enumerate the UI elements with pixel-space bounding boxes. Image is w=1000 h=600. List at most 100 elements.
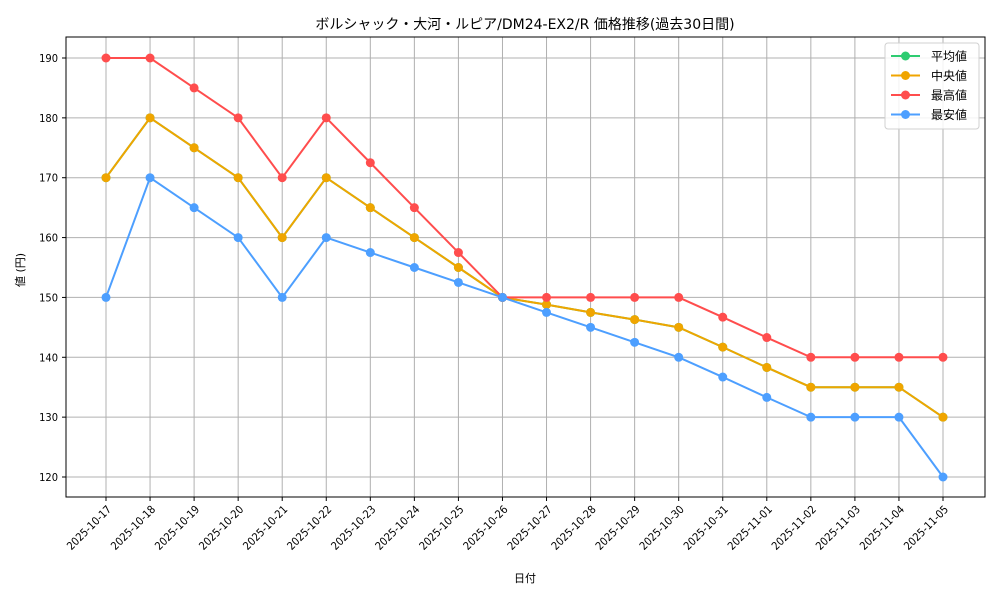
series-line xyxy=(106,57,943,359)
data-point xyxy=(938,472,948,482)
x-tick-label: 2025-10-31 xyxy=(681,503,731,553)
grid-lines xyxy=(66,37,985,497)
y-tick-label: 130 xyxy=(39,411,58,424)
data-point xyxy=(762,362,772,372)
data-point xyxy=(894,412,904,422)
data-point xyxy=(101,53,111,63)
data-point xyxy=(542,300,552,310)
y-tick-label: 120 xyxy=(39,471,58,484)
legend-marker-icon xyxy=(901,110,910,119)
data-point xyxy=(453,277,463,287)
y-axis-ticks: 120 130 140 150 160 170 180 190 xyxy=(39,52,66,484)
data-point xyxy=(409,233,419,243)
data-point xyxy=(409,263,419,272)
data-point xyxy=(321,113,331,123)
data-point xyxy=(145,173,155,183)
data-point xyxy=(718,342,728,352)
data-point xyxy=(894,352,904,362)
series-中央値 xyxy=(101,113,948,422)
x-tick-label: 2025-10-17 xyxy=(64,503,114,553)
series-line xyxy=(105,176,944,478)
data-point xyxy=(145,113,155,123)
series-layer xyxy=(101,53,948,482)
data-point xyxy=(365,203,375,213)
data-point xyxy=(586,292,596,302)
data-point xyxy=(365,158,375,168)
x-tick-label: 2025-11-01 xyxy=(725,503,775,553)
x-tick-label: 2025-10-21 xyxy=(240,503,290,553)
data-point xyxy=(850,352,860,362)
data-point xyxy=(806,382,816,392)
data-point xyxy=(101,173,111,183)
legend-marker-icon xyxy=(901,90,910,100)
data-point xyxy=(497,292,507,302)
x-tick-label: 2025-10-30 xyxy=(637,503,687,553)
data-point xyxy=(189,203,199,213)
y-tick-label: 180 xyxy=(39,112,58,125)
data-point xyxy=(542,307,552,317)
x-tick-label: 2025-10-22 xyxy=(285,503,335,553)
x-tick-label: 2025-11-02 xyxy=(769,503,819,553)
data-point xyxy=(101,292,111,302)
y-axis-label: 値 (円) xyxy=(14,253,27,287)
x-tick-label: 2025-10-23 xyxy=(329,503,379,553)
data-point xyxy=(409,203,419,213)
legend-item: 最高値 xyxy=(891,88,967,103)
data-point xyxy=(586,322,596,332)
legend-label: 平均値 xyxy=(931,49,967,64)
data-point xyxy=(762,333,772,343)
y-tick-label: 160 xyxy=(39,232,58,245)
data-point xyxy=(189,83,199,93)
data-point xyxy=(277,233,287,243)
x-tick-label: 2025-11-03 xyxy=(813,503,863,553)
y-tick-label: 140 xyxy=(39,351,58,364)
data-point xyxy=(762,392,772,402)
x-tick-label: 2025-10-25 xyxy=(417,503,467,553)
data-point xyxy=(586,307,596,317)
data-point xyxy=(938,352,948,362)
data-point xyxy=(674,292,684,302)
x-tick-label: 2025-10-24 xyxy=(373,503,423,553)
legend-item: 平均値 xyxy=(891,49,967,64)
data-point xyxy=(233,233,243,243)
legend-label: 最高値 xyxy=(931,88,967,103)
series-line xyxy=(105,116,944,418)
data-point xyxy=(850,382,860,392)
data-point xyxy=(453,263,463,272)
x-axis-label: 日付 xyxy=(514,572,536,585)
data-point xyxy=(277,292,287,302)
series-line xyxy=(105,116,944,418)
chart-title: ボルシャック・大河・ルピア/DM24-EX2/R 価格推移(過去30日間) xyxy=(315,17,734,33)
data-point xyxy=(674,352,684,362)
x-tick-label: 2025-10-28 xyxy=(549,503,599,553)
data-point xyxy=(630,337,640,347)
legend-label: 中央値 xyxy=(931,68,967,83)
x-tick-label: 2025-10-27 xyxy=(505,503,555,553)
x-tick-label: 2025-10-18 xyxy=(108,503,158,553)
y-tick-label: 170 xyxy=(39,172,58,185)
data-point xyxy=(850,412,860,422)
legend-item: 最安値 xyxy=(891,107,967,122)
data-point xyxy=(145,53,155,63)
x-tick-label: 2025-10-29 xyxy=(593,503,643,553)
data-point xyxy=(189,143,199,153)
x-tick-label: 2025-10-26 xyxy=(461,503,511,553)
data-point xyxy=(630,292,640,302)
data-point xyxy=(806,412,816,422)
data-point xyxy=(542,292,552,302)
data-point xyxy=(365,248,375,258)
data-point xyxy=(938,412,948,422)
data-point xyxy=(233,113,243,123)
legend-label: 最安値 xyxy=(931,107,967,122)
data-point xyxy=(894,382,904,392)
x-axis-ticks: 2025-10-172025-10-182025-10-192025-10-20… xyxy=(64,497,951,553)
data-point xyxy=(630,315,640,325)
x-tick-label: 2025-10-20 xyxy=(196,503,246,553)
data-point xyxy=(718,312,728,322)
series-最高値 xyxy=(101,53,948,362)
legend-box xyxy=(884,42,980,130)
series-平均値 xyxy=(101,113,948,422)
plot-frame xyxy=(65,36,986,498)
